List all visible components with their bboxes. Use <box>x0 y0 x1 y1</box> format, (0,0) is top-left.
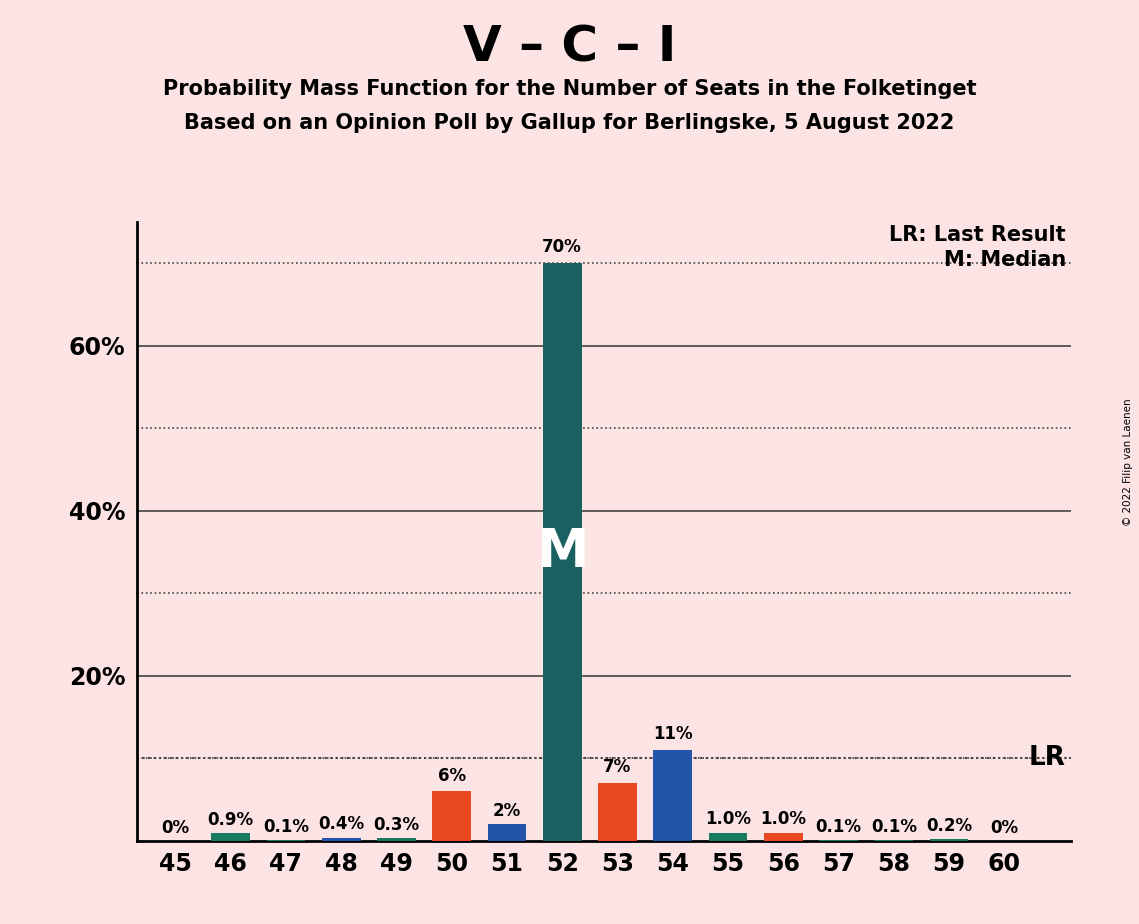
Text: M: M <box>536 526 589 578</box>
Text: Probability Mass Function for the Number of Seats in the Folketinget: Probability Mass Function for the Number… <box>163 79 976 99</box>
Bar <box>433 791 472 841</box>
Text: 2%: 2% <box>493 802 521 821</box>
Bar <box>212 833 249 841</box>
Bar <box>929 839 968 841</box>
Text: 6%: 6% <box>437 767 466 784</box>
Text: 0.4%: 0.4% <box>318 815 364 833</box>
Text: LR: LR <box>1029 746 1065 772</box>
Text: 0.1%: 0.1% <box>871 818 917 836</box>
Text: 0.2%: 0.2% <box>926 817 973 835</box>
Bar <box>654 750 693 841</box>
Bar <box>764 833 803 841</box>
Text: 11%: 11% <box>653 725 693 744</box>
Bar <box>322 837 361 841</box>
Text: 0.1%: 0.1% <box>816 818 861 836</box>
Bar <box>377 838 416 841</box>
Text: 0.9%: 0.9% <box>207 811 254 829</box>
Text: © 2022 Filip van Laenen: © 2022 Filip van Laenen <box>1123 398 1133 526</box>
Text: V – C – I: V – C – I <box>462 23 677 71</box>
Text: 0%: 0% <box>990 819 1018 837</box>
Bar <box>598 783 637 841</box>
Text: 0%: 0% <box>162 819 189 837</box>
Text: M: Median: M: Median <box>944 249 1066 270</box>
Bar <box>543 263 582 841</box>
Text: 1.0%: 1.0% <box>705 810 751 829</box>
Text: 70%: 70% <box>542 238 582 257</box>
Bar <box>487 824 526 841</box>
Text: 0.1%: 0.1% <box>263 818 309 836</box>
Bar <box>708 833 747 841</box>
Text: Based on an Opinion Poll by Gallup for Berlingske, 5 August 2022: Based on an Opinion Poll by Gallup for B… <box>185 113 954 133</box>
Text: 1.0%: 1.0% <box>760 810 806 829</box>
Text: 0.3%: 0.3% <box>374 816 419 834</box>
Text: 7%: 7% <box>604 759 632 776</box>
Text: LR: Last Result: LR: Last Result <box>890 225 1066 245</box>
